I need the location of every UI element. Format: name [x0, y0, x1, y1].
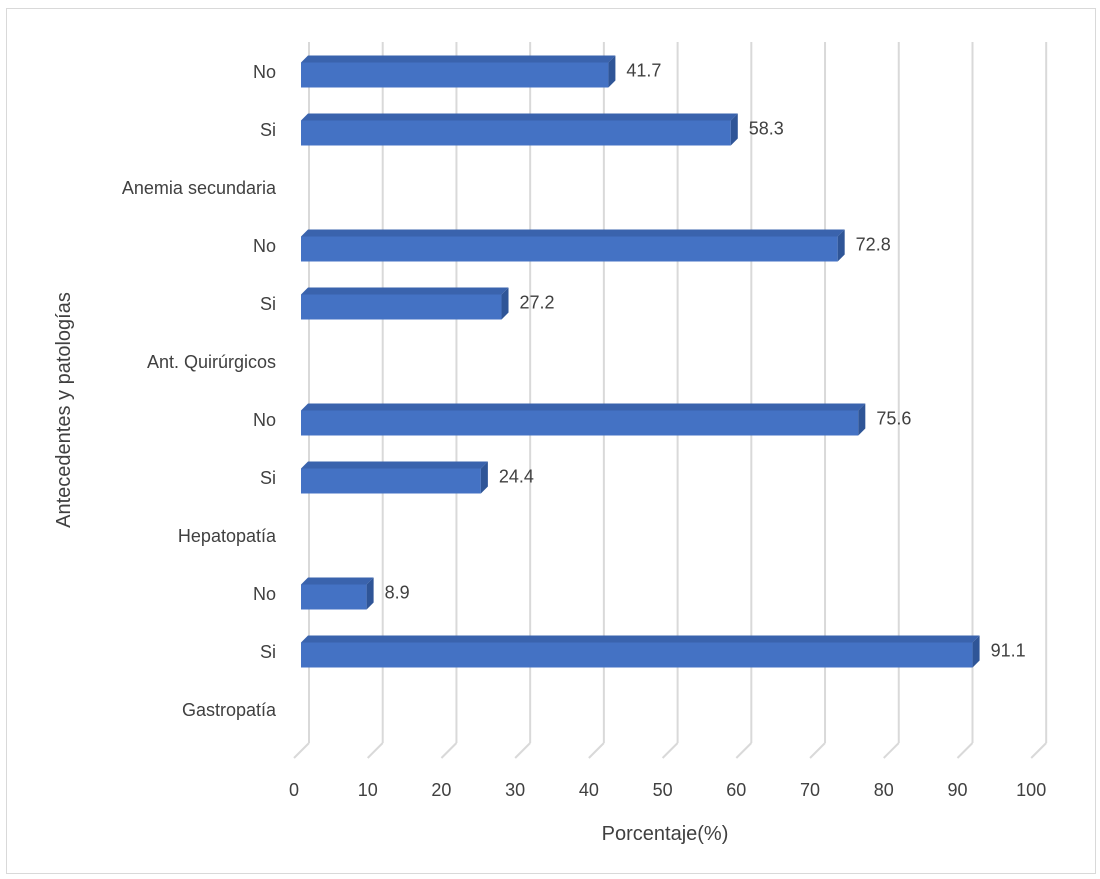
category-label: No [253, 62, 276, 82]
bar-side [608, 55, 616, 88]
bar-side [366, 577, 374, 610]
gridline-floor [514, 742, 531, 759]
data-label: 24.4 [499, 467, 534, 487]
x-tick-label: 20 [431, 780, 451, 800]
x-tick-label: 100 [1016, 780, 1046, 800]
gridline-floor [1030, 742, 1047, 759]
bar [301, 410, 859, 436]
gridline-floor [661, 742, 679, 759]
x-tick-label: 80 [874, 780, 894, 800]
category-label: Anemia secundaria [122, 178, 277, 198]
bar-side [837, 229, 845, 262]
category-label: No [253, 236, 276, 256]
bar [301, 468, 481, 494]
category-label: Ant. Quirúrgicos [147, 352, 276, 372]
bar [301, 236, 838, 262]
category-label: Hepatopatía [178, 526, 277, 546]
x-tick-label: 70 [800, 780, 820, 800]
bar [301, 294, 502, 320]
gridline-floor [293, 742, 310, 759]
x-tick-label: 90 [947, 780, 967, 800]
category-label: No [253, 584, 276, 604]
gridline-floor [367, 742, 384, 759]
gridlines [293, 42, 1048, 759]
bar-top [301, 55, 616, 63]
x-axis-title: Porcentaje(%) [602, 823, 729, 845]
category-label: Si [260, 642, 276, 662]
bar-side [730, 113, 738, 146]
bar-side [501, 287, 509, 320]
bars [301, 55, 980, 668]
bar-top [301, 229, 845, 237]
data-label: 8.9 [385, 583, 410, 603]
category-label: Gastropatía [182, 700, 277, 720]
data-label: 58.3 [749, 119, 784, 139]
category-label: Si [260, 468, 276, 488]
gridline-floor [883, 742, 900, 759]
x-tick-label: 30 [505, 780, 525, 800]
category-labels: No Si Anemia secundaria No Si Ant. Quirúrgico… [122, 62, 277, 720]
x-tick-label: 10 [358, 780, 378, 800]
data-label: 27.2 [520, 293, 555, 313]
bar [301, 642, 973, 668]
gridline-floor [956, 742, 974, 759]
bar-top [301, 113, 738, 121]
y-axis-title: Antecedentes y patologías [53, 292, 75, 528]
x-tick-label: 40 [579, 780, 599, 800]
category-label: No [253, 410, 276, 430]
bar-side [480, 461, 488, 494]
bar [301, 584, 367, 610]
x-tick-label: 0 [289, 780, 299, 800]
gridline-floor [440, 742, 458, 759]
bar-side [858, 403, 866, 436]
data-label: 72.8 [856, 235, 891, 255]
bar-top [301, 461, 488, 469]
data-labels: 41.7 58.3 72.8 27.2 75.6 24.4 8.9 91.1 [385, 61, 1026, 661]
bar-top [301, 287, 509, 295]
data-label: 41.7 [626, 61, 661, 81]
bar-top [301, 403, 866, 411]
bar-side [972, 635, 980, 668]
x-tick-label: 50 [653, 780, 673, 800]
category-label: Si [260, 120, 276, 140]
chart-frame [6, 8, 1096, 874]
data-label: 91.1 [991, 641, 1026, 661]
bar [301, 120, 731, 146]
category-label: Si [260, 294, 276, 314]
x-tick-label: 60 [726, 780, 746, 800]
gridline-floor [809, 742, 826, 759]
data-label: 75.6 [876, 409, 911, 429]
bar [301, 62, 609, 88]
x-tick-labels: 0 10 20 30 40 50 60 70 80 90 100 [289, 780, 1046, 800]
bar-top [301, 635, 980, 643]
bar-top [301, 577, 374, 585]
gridline-floor [588, 742, 605, 759]
gridline-floor [735, 742, 753, 759]
